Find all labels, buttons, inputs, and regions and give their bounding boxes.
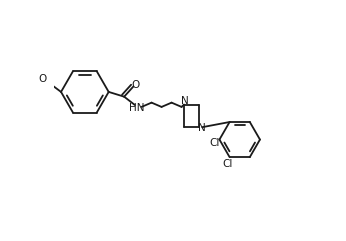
Text: Cl: Cl	[209, 138, 219, 148]
Text: O: O	[39, 74, 47, 84]
Text: N: N	[181, 96, 189, 107]
Text: HN: HN	[129, 103, 145, 113]
Text: Cl: Cl	[222, 159, 233, 169]
Text: O: O	[131, 80, 140, 90]
Text: N: N	[198, 123, 206, 133]
